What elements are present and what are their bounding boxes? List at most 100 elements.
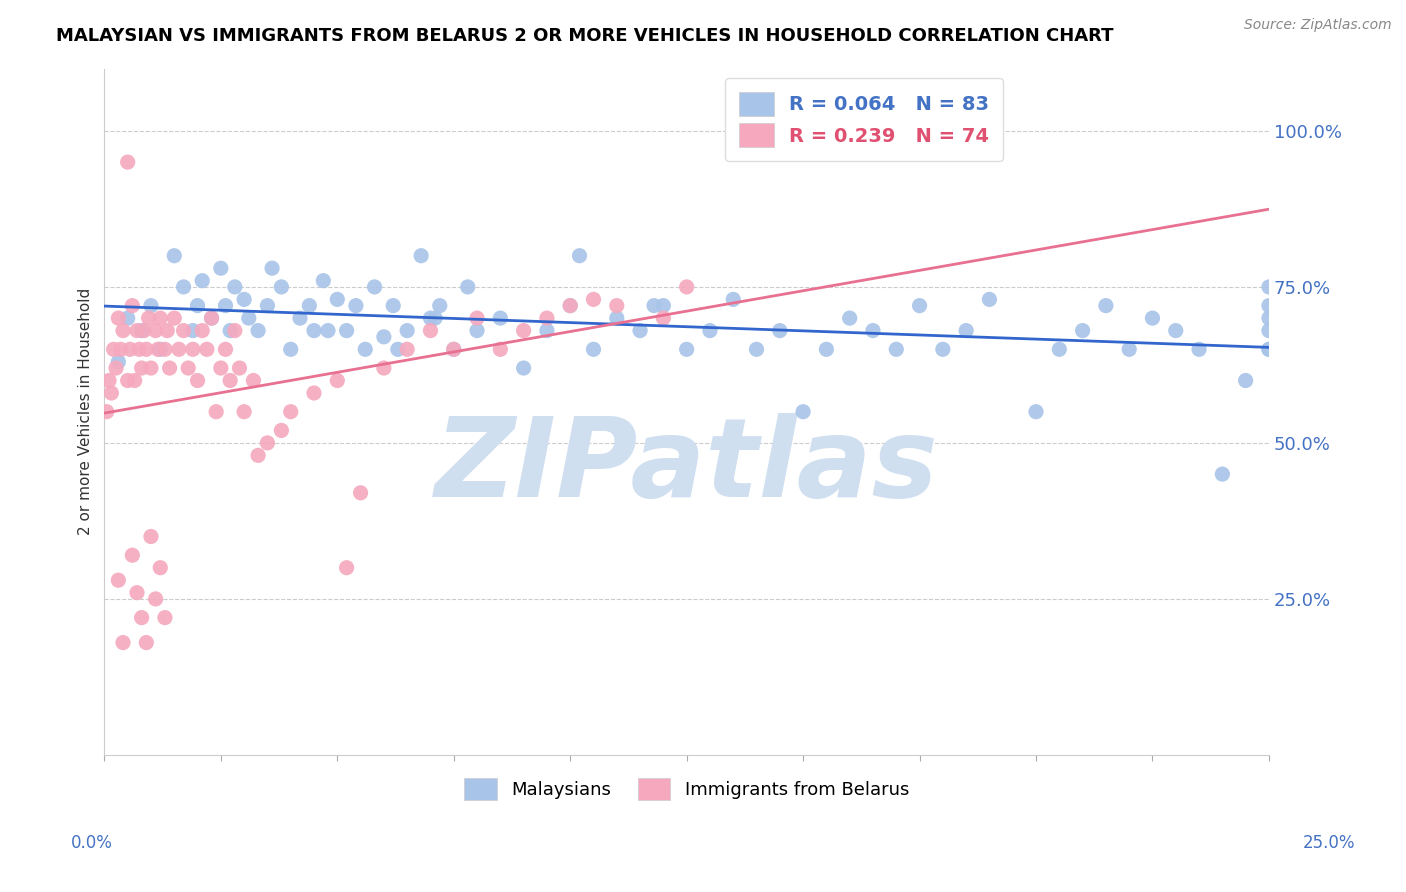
Point [149, 560, 172, 574]
Point [159, 361, 181, 376]
Point [652, 299, 675, 313]
Point [98, 374, 121, 388]
Point [955, 324, 977, 338]
Point [219, 324, 242, 338]
Point [443, 343, 465, 357]
Point [200, 311, 222, 326]
Point [105, 361, 128, 376]
Point [465, 311, 488, 326]
Point [932, 343, 955, 357]
Point [163, 249, 186, 263]
Point [153, 610, 176, 624]
Point [1234, 374, 1257, 388]
Point [723, 293, 745, 307]
Point [233, 293, 256, 307]
Point [675, 343, 697, 357]
Point [326, 374, 349, 388]
Point [336, 560, 359, 574]
Point [121, 548, 143, 562]
Point [191, 324, 214, 338]
Point [117, 155, 139, 169]
Point [224, 280, 246, 294]
Point [560, 299, 582, 313]
Point [247, 324, 270, 338]
Point [107, 311, 129, 326]
Point [131, 610, 153, 624]
Point [1025, 405, 1047, 419]
Point [117, 311, 139, 326]
Point [354, 343, 377, 357]
Point [214, 299, 236, 313]
Point [396, 343, 419, 357]
Point [228, 361, 250, 376]
Point [214, 343, 236, 357]
Point [312, 274, 335, 288]
Point [209, 261, 232, 276]
Point [138, 311, 160, 326]
Point [349, 485, 371, 500]
Point [512, 324, 534, 338]
Point [224, 324, 246, 338]
Text: 25.0%: 25.0% [1302, 834, 1355, 852]
Point [187, 374, 209, 388]
Point [107, 355, 129, 369]
Legend: Malaysians, Immigrants from Belarus: Malaysians, Immigrants from Belarus [450, 764, 924, 814]
Point [298, 299, 321, 313]
Point [96, 405, 118, 419]
Text: Source: ZipAtlas.com: Source: ZipAtlas.com [1244, 18, 1392, 32]
Point [205, 405, 228, 419]
Point [1258, 324, 1281, 338]
Point [139, 361, 162, 376]
Point [177, 361, 200, 376]
Point [107, 573, 129, 587]
Point [457, 280, 479, 294]
Point [111, 324, 134, 338]
Point [139, 529, 162, 543]
Point [699, 324, 721, 338]
Point [373, 361, 395, 376]
Point [675, 280, 697, 294]
Point [396, 324, 419, 338]
Point [238, 311, 260, 326]
Point [200, 311, 222, 326]
Point [191, 274, 214, 288]
Point [128, 343, 150, 357]
Y-axis label: 2 or more Vehicles in Household: 2 or more Vehicles in Household [79, 288, 93, 535]
Point [862, 324, 884, 338]
Point [262, 261, 284, 276]
Point [256, 299, 278, 313]
Point [173, 324, 195, 338]
Point [117, 374, 139, 388]
Point [153, 343, 176, 357]
Point [606, 299, 628, 313]
Point [146, 343, 169, 357]
Point [1211, 467, 1233, 482]
Point [110, 343, 132, 357]
Point [242, 374, 264, 388]
Point [209, 361, 232, 376]
Point [652, 311, 675, 326]
Point [1258, 311, 1281, 326]
Point [1258, 343, 1281, 357]
Point [536, 324, 558, 338]
Text: 0.0%: 0.0% [70, 834, 112, 852]
Point [423, 311, 446, 326]
Point [419, 311, 441, 326]
Point [145, 591, 167, 606]
Point [465, 324, 488, 338]
Point [118, 343, 141, 357]
Point [1071, 324, 1094, 338]
Point [131, 324, 153, 338]
Point [363, 280, 385, 294]
Point [219, 374, 242, 388]
Point [181, 324, 204, 338]
Point [125, 585, 148, 599]
Point [195, 343, 218, 357]
Point [606, 311, 628, 326]
Point [326, 293, 349, 307]
Point [1258, 343, 1281, 357]
Point [135, 343, 157, 357]
Point [280, 343, 302, 357]
Point [429, 299, 451, 313]
Point [247, 449, 270, 463]
